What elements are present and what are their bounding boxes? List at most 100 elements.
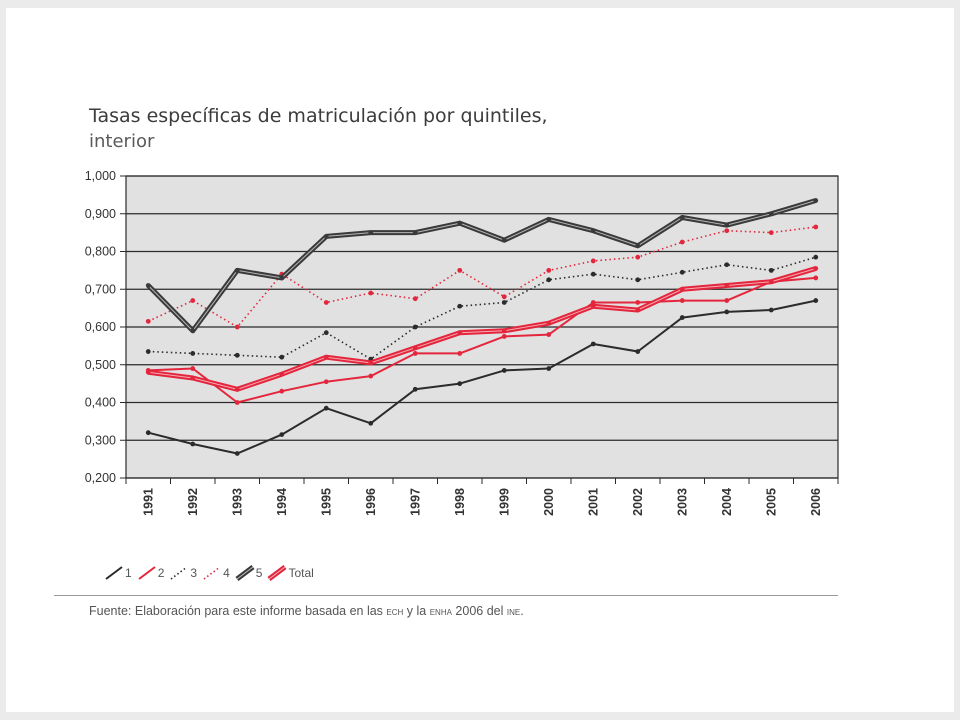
- data-point-5: [145, 283, 151, 288]
- y-tick-label: 0,200: [85, 471, 116, 485]
- data-point-1: [501, 368, 507, 373]
- data-point-5: [679, 215, 685, 220]
- y-tick-label: 0,800: [85, 245, 116, 259]
- data-point-5: [190, 328, 196, 334]
- data-point-3: [145, 349, 151, 354]
- chart-title: Tasas específicas de matriculación por q…: [89, 105, 548, 127]
- legend-swatch-4: [203, 566, 221, 580]
- data-point-3: [323, 330, 329, 336]
- data-point-5: [546, 217, 552, 222]
- data-point-3: [279, 354, 285, 360]
- data-point-total: [590, 303, 596, 309]
- x-tick-label: 1999: [497, 488, 511, 516]
- data-point-2: [813, 275, 819, 281]
- data-point-2: [279, 388, 285, 394]
- x-tick-label: 2006: [809, 488, 823, 516]
- data-point-4: [368, 290, 374, 296]
- legend-item-4: 4: [202, 565, 230, 581]
- x-tick-label: 1996: [364, 488, 378, 516]
- data-point-2: [546, 332, 552, 337]
- data-point-1: [546, 366, 552, 371]
- data-point-3: [635, 277, 641, 283]
- data-point-3: [546, 277, 552, 283]
- data-point-total: [412, 345, 418, 351]
- data-point-total: [190, 375, 196, 381]
- data-point-2: [234, 400, 240, 405]
- divider-line: [54, 595, 838, 596]
- x-tick-label: 1993: [230, 488, 244, 516]
- data-point-4: [501, 294, 507, 300]
- data-point-1: [457, 381, 463, 387]
- data-point-1: [590, 341, 596, 347]
- data-point-total: [813, 266, 819, 271]
- x-tick-label: 2005: [764, 488, 778, 516]
- x-tick-label: 2003: [675, 488, 689, 516]
- data-point-4: [635, 254, 641, 260]
- legend-label-2: 2: [157, 566, 165, 580]
- data-point-5: [279, 275, 285, 281]
- data-point-1: [724, 309, 730, 315]
- source-mid: y la: [403, 604, 430, 618]
- data-point-total: [234, 386, 240, 392]
- data-point-2: [412, 351, 418, 356]
- legend-swatch-2: [138, 566, 156, 580]
- legend-swatch-total: [267, 565, 287, 581]
- data-point-4: [768, 230, 774, 236]
- data-point-4: [457, 267, 463, 273]
- data-point-2: [590, 300, 596, 305]
- data-point-4: [590, 258, 596, 264]
- data-point-1: [813, 298, 819, 303]
- data-point-5: [501, 237, 507, 243]
- y-tick-label: 0,500: [85, 358, 116, 372]
- data-point-2: [190, 366, 196, 371]
- legend-item-total: Total: [267, 565, 314, 581]
- data-point-total: [546, 320, 552, 326]
- legend-item-2: 2: [137, 565, 165, 581]
- x-tick-label: 1998: [453, 488, 467, 516]
- data-point-1: [368, 420, 374, 426]
- data-point-3: [190, 351, 196, 356]
- legend-label-1: 1: [125, 566, 132, 580]
- legend-item-1: 1: [104, 565, 132, 581]
- data-point-5: [457, 220, 463, 226]
- data-point-1: [323, 405, 329, 411]
- legend-swatch-1: [105, 566, 123, 580]
- data-point-1: [768, 307, 774, 313]
- data-point-5: [412, 230, 418, 236]
- chart-subtitle: interior: [89, 131, 155, 152]
- series-line-inner-5: [147, 200, 816, 332]
- data-point-total: [501, 328, 507, 334]
- data-point-2: [323, 379, 329, 385]
- y-tick-label: 0,700: [85, 282, 116, 296]
- data-point-3: [457, 303, 463, 309]
- x-tick-label: 2001: [586, 488, 600, 516]
- source-enha: ENHA: [429, 606, 452, 618]
- legend-item-3: 3: [169, 565, 197, 581]
- data-point-5: [590, 228, 596, 234]
- data-point-3: [590, 271, 596, 277]
- chart-legend: 1 2 3 4 5 Total: [104, 561, 317, 585]
- data-point-5: [813, 198, 819, 203]
- y-tick-label: 1,000: [85, 169, 116, 183]
- data-point-1: [234, 451, 240, 456]
- data-point-2: [635, 300, 641, 305]
- data-point-total: [457, 330, 463, 336]
- data-point-4: [412, 296, 418, 302]
- data-point-total: [635, 307, 641, 313]
- data-point-total: [679, 286, 685, 292]
- data-point-1: [635, 349, 641, 354]
- source-note: Fuente: Elaboración para este informe ba…: [89, 604, 524, 618]
- data-point-2: [501, 334, 507, 339]
- data-point-4: [679, 239, 685, 245]
- data-point-3: [813, 254, 819, 260]
- data-point-5: [234, 267, 240, 273]
- x-tick-label: 2004: [720, 488, 734, 516]
- y-tick-label: 0,600: [85, 320, 116, 334]
- data-point-3: [412, 324, 418, 330]
- legend-label-3: 3: [190, 566, 198, 580]
- y-tick-label: 0,400: [85, 396, 116, 410]
- data-point-total: [145, 369, 151, 375]
- x-tick-label: 1997: [408, 488, 422, 516]
- data-point-5: [768, 211, 774, 217]
